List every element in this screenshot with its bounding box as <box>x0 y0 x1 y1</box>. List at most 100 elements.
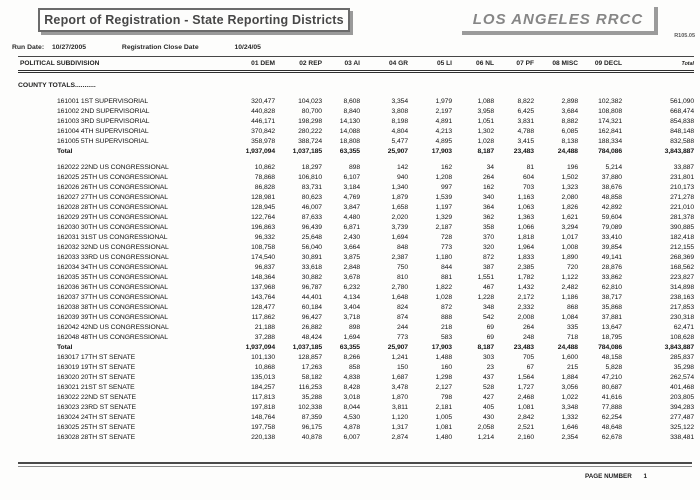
cell-value: 2,160 <box>517 433 534 441</box>
row-name: 162042 42ND US CONGRESSIONAL <box>57 323 169 331</box>
cell-value: 160 <box>440 363 452 371</box>
cell-value: 25,907 <box>387 147 408 155</box>
cell-value: 23,483 <box>513 147 534 155</box>
row-name: 163023 23RD ST SENATE <box>57 403 136 411</box>
cell-value: 1,870 <box>391 393 408 401</box>
cell-value: 446,171 <box>251 117 275 125</box>
cell-value: 3,018 <box>343 393 360 401</box>
cell-value: 872 <box>440 303 452 311</box>
cell-value: 3,684 <box>561 107 578 115</box>
cell-value: 5,477 <box>391 137 408 145</box>
cell-value: 2,197 <box>435 107 452 115</box>
cell-value: 325,122 <box>670 423 694 431</box>
cell-value: 832,588 <box>670 137 694 145</box>
cell-value: 62,471 <box>673 323 694 331</box>
cell-value: 25,907 <box>387 343 408 351</box>
cell-value: 2,482 <box>561 283 578 291</box>
column-header: Total <box>622 56 694 73</box>
table-row: 162031 31ST US CONGRESSIONAL 96,332 25,648… <box>18 232 694 242</box>
cell-value: 96,427 <box>301 313 322 321</box>
cell-value: 1,539 <box>435 193 452 201</box>
cell-value: 35,868 <box>601 303 622 311</box>
cell-value: 24,488 <box>557 147 578 155</box>
cell-value: 320,477 <box>251 97 275 105</box>
cell-value: 1,694 <box>343 333 360 341</box>
cell-value: 2,181 <box>435 403 452 411</box>
row-name: 162035 35TH US CONGRESSIONAL <box>57 273 168 281</box>
cell-value: 37,288 <box>254 333 275 341</box>
cell-value: 150 <box>396 363 408 371</box>
close-date-value: 10/24/05 <box>234 44 261 51</box>
cell-value: 1,037,185 <box>292 343 322 351</box>
cell-value: 844 <box>440 263 452 271</box>
cell-value: 17,903 <box>431 147 452 155</box>
cell-value: 2,387 <box>391 253 408 261</box>
cell-value: 277,487 <box>670 413 694 421</box>
cell-value: 784,086 <box>598 147 622 155</box>
cell-value: 394,283 <box>670 403 694 411</box>
row-name: 161005 5TH SUPERVISORIAL <box>57 137 149 145</box>
cell-value: 854,838 <box>670 117 694 125</box>
row-name: 161002 2ND SUPERVISORIAL <box>57 107 150 115</box>
run-date-value: 10/27/2005 <box>52 44 87 51</box>
cell-value: 35,298 <box>673 363 694 371</box>
cell-value: 4,530 <box>343 413 360 421</box>
cell-value: 467 <box>482 283 494 291</box>
cell-value: 1,208 <box>435 173 452 181</box>
cell-value: 248 <box>522 333 534 341</box>
cell-value: 41,616 <box>601 393 622 401</box>
cell-value: 1,340 <box>391 183 408 191</box>
column-header: 05 LI <box>408 56 452 73</box>
column-header: 09 DECL <box>578 56 622 73</box>
cell-value: 3,184 <box>343 183 360 191</box>
cell-value: 1,008 <box>561 243 578 251</box>
cell-value: 2,187 <box>435 223 452 231</box>
cell-value: 3,718 <box>343 313 360 321</box>
row-name: 163022 22ND ST SENATE <box>57 393 136 401</box>
cell-value: 188,334 <box>598 137 622 145</box>
cell-value: 17,263 <box>301 363 322 371</box>
cell-value: 1,037,185 <box>292 147 322 155</box>
cell-value: 58,182 <box>301 373 322 381</box>
cell-value: 4,804 <box>391 127 408 135</box>
cell-value: 348 <box>482 303 494 311</box>
county-totals-label: COUNTY TOTALS........... <box>18 82 96 89</box>
cell-value: 128,477 <box>251 303 275 311</box>
cell-value: 281,378 <box>670 213 694 221</box>
cell-value: 898 <box>348 163 360 171</box>
cell-value: 303 <box>482 353 494 361</box>
cell-value: 1,979 <box>435 97 452 105</box>
cell-value: 46,007 <box>301 203 322 211</box>
cell-value: 96,439 <box>301 223 322 231</box>
cell-value: 238,163 <box>670 293 694 301</box>
cell-value: 705 <box>522 353 534 361</box>
table-row: 162033 33RD US CONGRESSIONAL 174,540 30,89… <box>18 252 694 262</box>
cell-value: 1,180 <box>435 253 452 261</box>
cell-value: 370 <box>482 233 494 241</box>
cell-value: 1,648 <box>391 293 408 301</box>
cell-value: 2,172 <box>517 293 534 301</box>
table-row: 162035 35TH US CONGRESSIONAL 148,364 30,88… <box>18 272 694 282</box>
cell-value: 773 <box>396 333 408 341</box>
cell-value: 244 <box>396 323 408 331</box>
cell-value: 2,385 <box>517 263 534 271</box>
row-name: 163024 24TH ST SENATE <box>57 413 136 421</box>
cell-value: 26,882 <box>301 323 322 331</box>
cell-value: 3,958 <box>477 107 494 115</box>
cell-value: 264 <box>522 323 534 331</box>
cell-value: 2,780 <box>391 283 408 291</box>
agency-banner: LOS ANGELES RRCC <box>462 7 658 35</box>
report-title-box: Report of Registration - State Reporting… <box>38 8 350 32</box>
table-header: POLITICAL SUBDIVISION 01 DEM 02 REP 03 AI 0… <box>18 56 694 73</box>
cell-value: 6,107 <box>343 173 360 181</box>
cell-value: 881 <box>440 273 452 281</box>
cell-value: 4,878 <box>343 423 360 431</box>
registration-table: POLITICAL SUBDIVISION 01 DEM 02 REP 03 AI 0… <box>18 56 694 442</box>
cell-value: 1,088 <box>477 97 494 105</box>
cell-value: 1,317 <box>391 423 408 431</box>
cell-value: 77,888 <box>601 403 622 411</box>
page-footer: PAGE NUMBER 1 <box>585 473 657 480</box>
cell-value: 1,964 <box>517 243 534 251</box>
row-name: 162022 22ND US CONGRESSIONAL <box>57 163 169 171</box>
total-row: Total 1,937,094 1,037,185 63,355 25,907 17,90… <box>18 146 694 156</box>
